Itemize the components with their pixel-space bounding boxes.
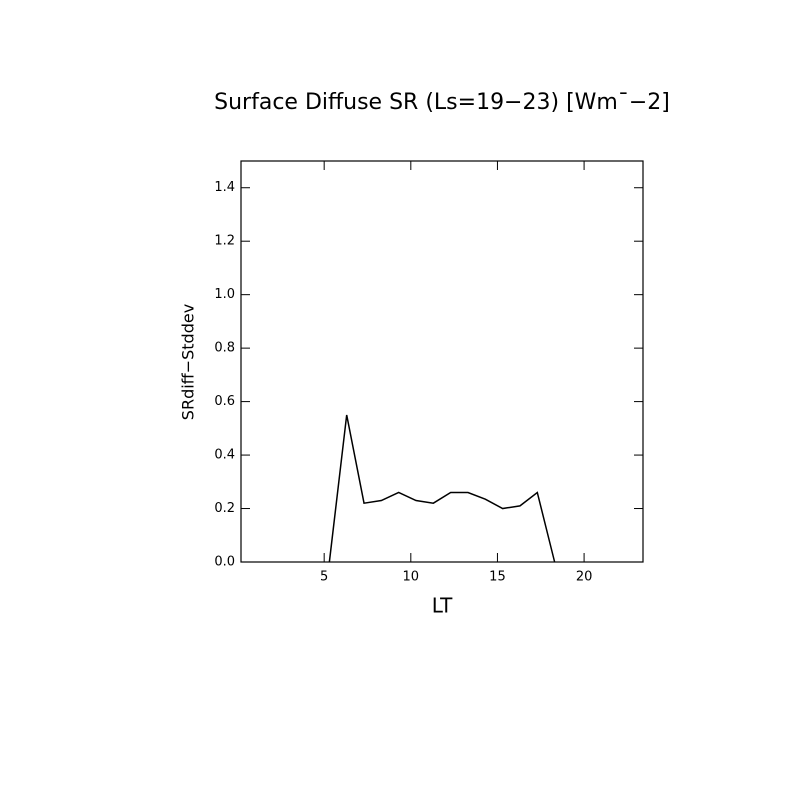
y-tick-label: 0.4: [214, 448, 235, 463]
y-tick-label: 0.8: [214, 341, 235, 356]
y-axis-label: SRdiff−Stddev: [179, 304, 198, 420]
x-tick-label: 15: [489, 570, 506, 585]
plot-frame: [240, 160, 644, 563]
data-line: [328, 414, 556, 563]
y-tick-label: 0.0: [214, 555, 235, 570]
x-axis-label: LT: [432, 594, 453, 618]
chart-title: Surface Diffuse SR (Ls=19−23) [Wm¯−2]: [214, 90, 670, 115]
x-tick-label: 10: [403, 570, 420, 585]
x-tick-label: 5: [320, 570, 328, 585]
x-tick-label: 20: [576, 570, 593, 585]
y-tick-label: 0.6: [214, 394, 235, 409]
y-tick-label: 0.2: [214, 501, 235, 516]
y-tick-label: 1.2: [214, 234, 235, 249]
y-tick-label: 1.4: [214, 180, 235, 195]
y-tick-label: 1.0: [214, 287, 235, 302]
